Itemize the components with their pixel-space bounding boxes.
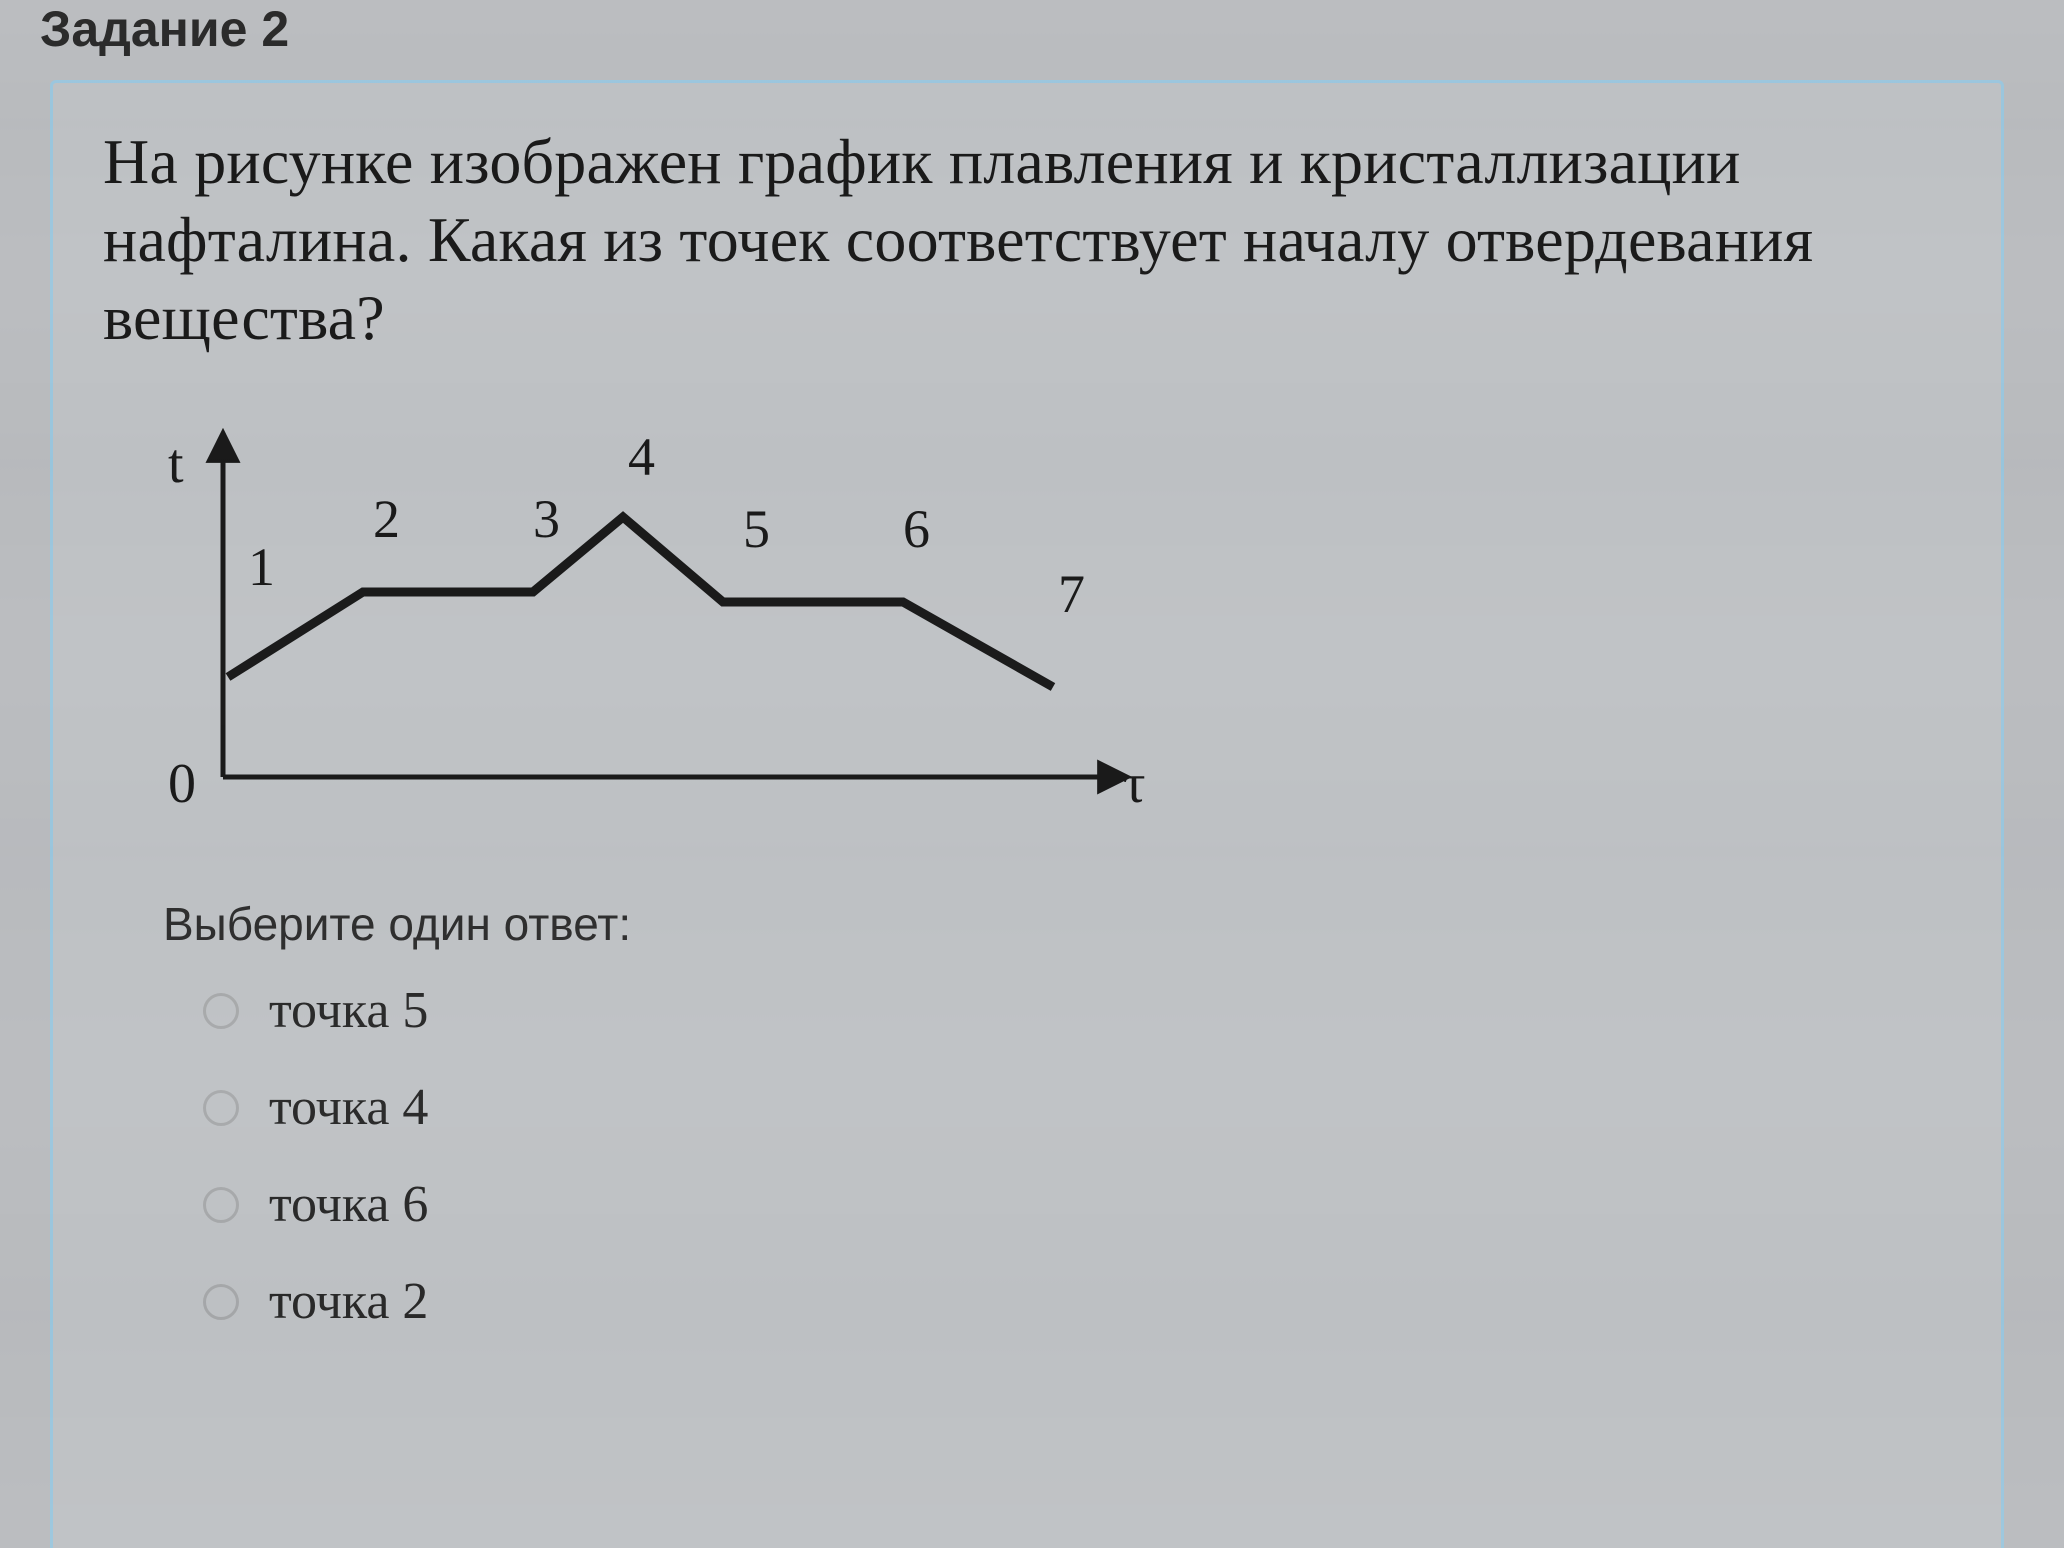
- svg-text:3: 3: [533, 489, 560, 549]
- svg-text:t: t: [168, 433, 184, 495]
- radio-icon[interactable]: [203, 1090, 239, 1126]
- question-text: На рисунке изображен график плавления и …: [103, 123, 1951, 357]
- svg-text:0: 0: [168, 753, 196, 815]
- option-row-1[interactable]: точка 4: [203, 1078, 1951, 1137]
- svg-text:τ: τ: [1123, 753, 1146, 815]
- svg-text:7: 7: [1058, 564, 1085, 624]
- option-row-0[interactable]: точка 5: [203, 981, 1951, 1040]
- option-label: точка 6: [269, 1175, 428, 1234]
- task-header: Задание 2: [40, 0, 289, 58]
- svg-text:1: 1: [248, 537, 275, 597]
- option-label: точка 4: [269, 1078, 428, 1137]
- question-card: На рисунке изображен график плавления и …: [50, 80, 2004, 1548]
- svg-text:5: 5: [743, 499, 770, 559]
- options-list: точка 5 точка 4 точка 6 точка 2: [203, 981, 1951, 1331]
- choose-prompt: Выберите один ответ:: [163, 897, 1951, 951]
- svg-text:2: 2: [373, 489, 400, 549]
- chart: t τ 0 1 2 3 4 5 6 7: [103, 397, 1203, 857]
- svg-text:6: 6: [903, 499, 930, 559]
- radio-icon[interactable]: [203, 1284, 239, 1320]
- chart-svg: t τ 0 1 2 3 4 5 6 7: [103, 397, 1203, 857]
- option-label: точка 2: [269, 1272, 428, 1331]
- option-row-2[interactable]: точка 6: [203, 1175, 1951, 1234]
- svg-text:4: 4: [628, 427, 655, 487]
- option-label: точка 5: [269, 981, 428, 1040]
- option-row-3[interactable]: точка 2: [203, 1272, 1951, 1331]
- radio-icon[interactable]: [203, 1187, 239, 1223]
- radio-icon[interactable]: [203, 993, 239, 1029]
